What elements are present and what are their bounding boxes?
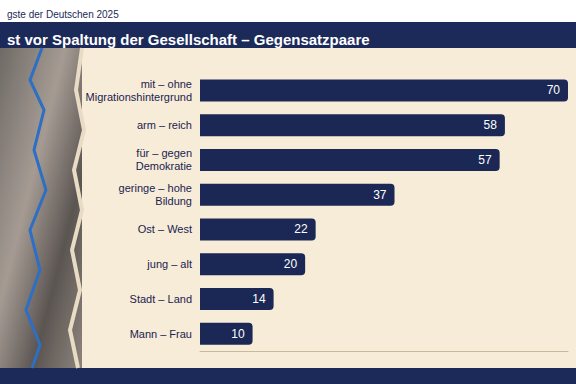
- svg-text:arm – reich: arm – reich: [137, 119, 192, 131]
- svg-text:gste der Deutschen 2025: gste der Deutschen 2025: [7, 9, 119, 20]
- svg-text:für – gegen: für – gegen: [136, 147, 192, 159]
- svg-text:22: 22: [294, 222, 308, 236]
- svg-text:58: 58: [484, 118, 498, 132]
- svg-text:Ost – West: Ost – West: [138, 223, 192, 235]
- svg-text:Mann – Frau: Mann – Frau: [130, 328, 192, 340]
- svg-text:jung – alt: jung – alt: [146, 258, 192, 270]
- svg-text:Stadt – Land: Stadt – Land: [130, 293, 192, 305]
- svg-text:Demokratie: Demokratie: [136, 160, 192, 172]
- svg-text:70: 70: [547, 83, 561, 97]
- svg-text:geringe – hohe: geringe – hohe: [119, 182, 192, 194]
- svg-text:st vor Spaltung der Gesellscha: st vor Spaltung der Gesellschaft – Gegen…: [7, 31, 370, 48]
- svg-text:20: 20: [284, 257, 298, 271]
- svg-text:57: 57: [478, 153, 492, 167]
- svg-text:Migrationshintergrund: Migrationshintergrund: [86, 91, 192, 103]
- svg-text:10: 10: [231, 327, 245, 341]
- svg-text:Bildung: Bildung: [155, 195, 192, 207]
- svg-text:14: 14: [252, 292, 266, 306]
- svg-text:mit – ohne: mit – ohne: [141, 78, 192, 90]
- svg-text:37: 37: [373, 188, 387, 202]
